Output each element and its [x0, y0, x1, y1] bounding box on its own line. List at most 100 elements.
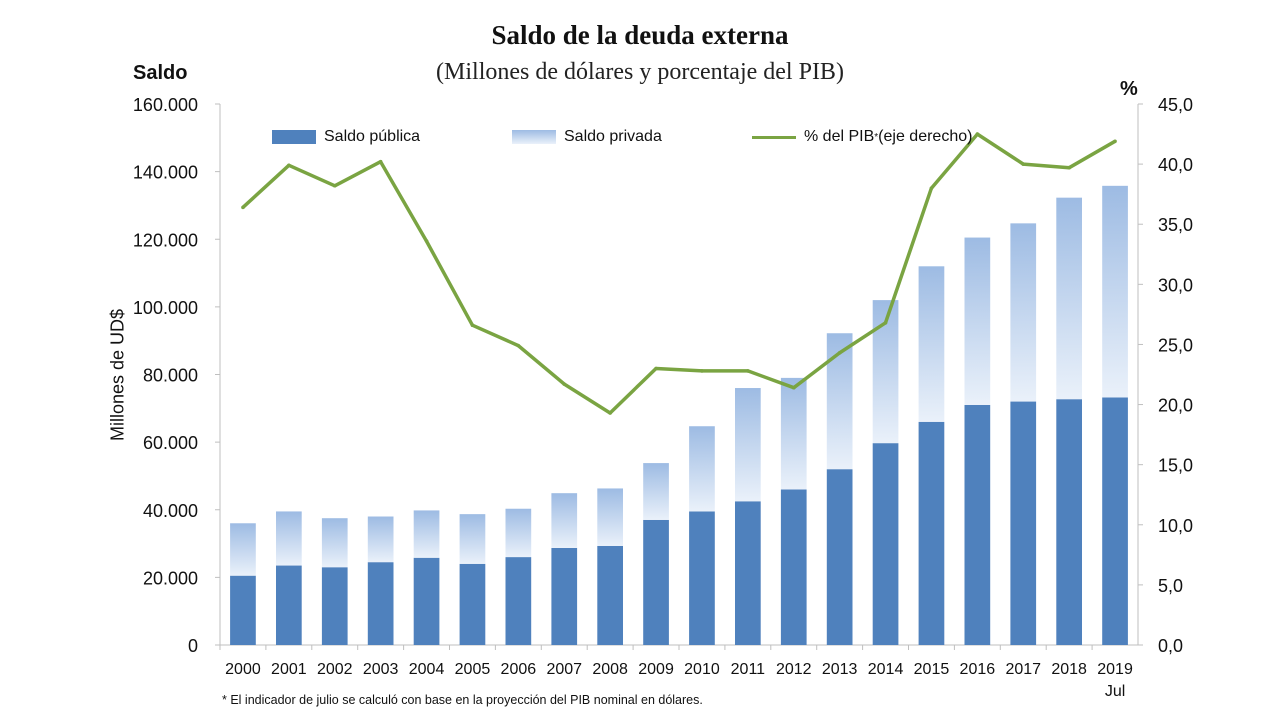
- line-point-pib: [700, 369, 704, 373]
- left-tick-label: 20.000: [143, 568, 198, 588]
- chart-title: Saldo de la deuda externa: [491, 20, 789, 50]
- bar-saldo-publica: [1010, 401, 1037, 645]
- line-point-pib: [837, 351, 842, 355]
- line-point-pib: [287, 163, 291, 168]
- bar-saldo-publica: [780, 489, 807, 645]
- left-tick-label: 120.000: [133, 230, 198, 250]
- bar-saldo-privada: [459, 514, 486, 564]
- x-tick-label: 2005: [455, 661, 491, 678]
- bar-saldo-privada: [918, 266, 945, 422]
- x-tick-label: 2016: [960, 661, 996, 678]
- legend-item-privada: Saldo privada: [512, 128, 662, 146]
- bar-saldo-privada: [551, 493, 578, 548]
- bar-saldo-privada: [1010, 223, 1037, 402]
- bar-saldo-publica: [597, 545, 624, 645]
- x-tick-label: 2003: [363, 661, 399, 678]
- x-tick-label: 2000: [225, 661, 261, 678]
- legend-item-pib: % del PIB * (eje derecho): [752, 128, 972, 146]
- line-point-pib: [608, 411, 612, 415]
- bar-saldo-publica: [321, 567, 348, 645]
- bar-saldo-privada: [734, 388, 761, 502]
- bar-saldo-publica: [1102, 397, 1128, 645]
- legend-label-pib: % del PIB: [804, 128, 875, 145]
- x-tick-label: 2014: [868, 661, 904, 678]
- bar-saldo-publica: [230, 575, 256, 645]
- left-tick-label: 140.000: [133, 163, 198, 183]
- bar-saldo-publica: [367, 562, 394, 645]
- x-tick-label: 2012: [776, 661, 812, 678]
- bar-saldo-privada: [230, 523, 256, 576]
- bar-saldo-publica: [918, 421, 945, 645]
- x-tick-label: 2002: [317, 661, 353, 678]
- legend-label-pib-suffix: (eje derecho): [878, 128, 973, 145]
- legend-swatch-publica: [272, 130, 316, 144]
- x-tick-label: 2007: [546, 661, 582, 678]
- bar-saldo-privada: [505, 508, 532, 558]
- bar-saldo-privada: [780, 377, 807, 490]
- bar-saldo-publica: [872, 443, 899, 645]
- bar-saldo-privada: [597, 488, 624, 546]
- bar-saldo-publica: [505, 557, 532, 645]
- line-point-pib: [332, 183, 337, 188]
- y-axis-label: Millones de UD$: [107, 308, 128, 442]
- legend-swatch-pib: [752, 135, 796, 139]
- line-point-pib: [562, 382, 567, 386]
- bar-saldo-privada: [413, 510, 440, 558]
- line-point-pib: [746, 369, 750, 373]
- right-axis-heading: %: [1120, 78, 1138, 100]
- left-tick-label: 40.000: [143, 501, 198, 521]
- bar-saldo-publica: [551, 547, 578, 645]
- x-tick-label: 2011: [731, 661, 766, 678]
- legend-label-publica: Saldo pública: [324, 128, 421, 145]
- legend-label-pib-sup: *: [874, 131, 879, 143]
- bar-saldo-publica: [413, 557, 440, 645]
- x-tick-label: 2010: [684, 661, 720, 678]
- bar-saldo-privada: [275, 511, 302, 566]
- line-point-pib: [791, 385, 796, 390]
- bar-saldo-privada: [367, 516, 394, 563]
- line-pib-percent: [241, 132, 1116, 415]
- bar-saldo-privada: [643, 463, 669, 520]
- line-point-pib: [516, 343, 521, 348]
- line-point-pib: [883, 321, 888, 325]
- line-point-pib: [654, 366, 658, 371]
- left-tick-label: 0: [188, 636, 198, 656]
- bar-saldo-publica: [689, 511, 715, 645]
- left-tick-label: 80.000: [143, 366, 198, 386]
- line-point-pib: [929, 186, 934, 190]
- right-tick-label: 5,0: [1158, 576, 1183, 596]
- line-point-pib: [424, 239, 429, 243]
- bar-saldo-publica: [734, 501, 761, 645]
- x-tick-label: 2004: [409, 661, 445, 678]
- bar-saldo-privada: [321, 518, 348, 568]
- bar-saldo-privada: [826, 333, 853, 470]
- bar-saldo-publica: [275, 565, 302, 645]
- line-point-pib: [1113, 139, 1117, 144]
- left-tick-label: 60.000: [143, 433, 198, 453]
- legend-swatch-privada: [512, 130, 556, 144]
- right-tick-label: 35,0: [1158, 215, 1193, 235]
- bar-saldo-publica: [643, 519, 669, 645]
- right-tick-label: 30,0: [1158, 275, 1193, 295]
- x-tick-label: 2018: [1051, 661, 1087, 678]
- bar-saldo-publica: [826, 469, 853, 645]
- bar-saldo-privada: [1056, 197, 1083, 400]
- bar-saldo-privada: [689, 426, 715, 512]
- x-tick-label: 2013: [822, 661, 858, 678]
- line-point-pib: [378, 159, 383, 164]
- chart-subtitle: (Millones de dólares y porcentaje del PI…: [436, 59, 844, 85]
- line-point-pib: [1021, 162, 1026, 166]
- x-tick-label: 2001: [271, 661, 307, 678]
- bar-saldo-privada: [964, 237, 991, 405]
- right-tick-label: 40,0: [1158, 155, 1193, 175]
- bar-saldo-publica: [459, 563, 486, 645]
- bar-saldo-publica: [964, 404, 991, 645]
- bar-saldo-publica: [1056, 399, 1083, 645]
- x-tick-label: 2017: [1005, 661, 1041, 678]
- legend-item-publica: Saldo pública: [272, 128, 420, 146]
- line-point-pib: [470, 323, 475, 328]
- x-tick-label: 2015: [914, 661, 950, 678]
- footnote: * El indicador de julio se calculó con b…: [222, 693, 703, 707]
- left-tick-label: 160.000: [133, 95, 198, 115]
